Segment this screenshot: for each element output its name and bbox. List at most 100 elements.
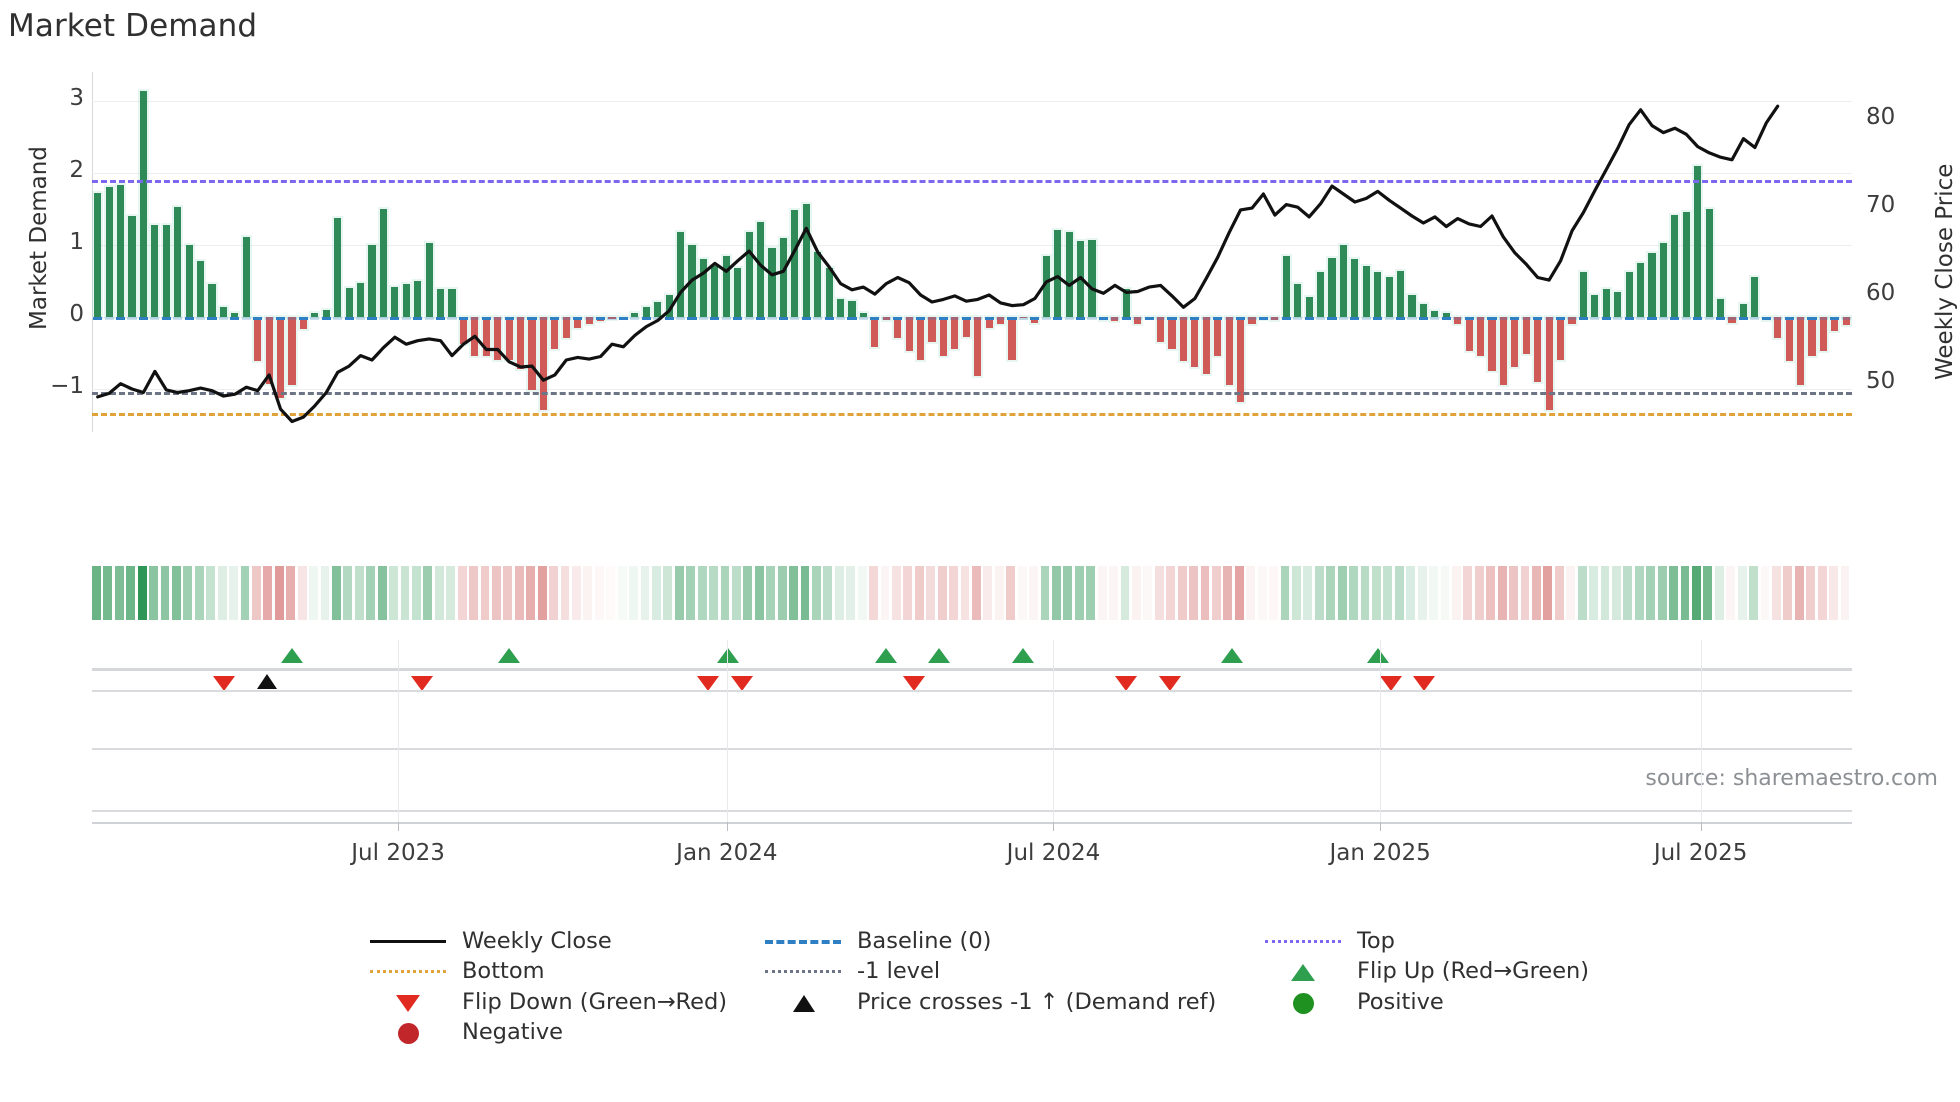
baseline-segment [676, 316, 686, 320]
legend-item[interactable]: Top [1265, 925, 1395, 956]
demand-bar [722, 255, 730, 317]
legend-swatch-triangle-up-black-icon [765, 992, 841, 1012]
heatmap-cell [994, 566, 1004, 620]
panel-rule [92, 810, 1852, 812]
heatmap-cell [526, 566, 536, 620]
baseline-segment [1087, 316, 1097, 320]
legend-item[interactable]: Bottom [370, 956, 545, 987]
demand-bar [768, 248, 776, 317]
flip-up-marker [875, 648, 898, 663]
baseline-segment [813, 316, 823, 320]
heatmap-cell [777, 566, 787, 620]
flip-down-marker [730, 676, 753, 691]
baseline-segment [401, 316, 411, 320]
heatmap-cell [172, 566, 181, 620]
heatmap-cell [674, 566, 684, 620]
demand-bar [1842, 316, 1850, 326]
demand-bar [1374, 272, 1382, 317]
heatmap-cell [309, 566, 319, 620]
demand-bar [1225, 316, 1233, 386]
baseline-segment [1738, 316, 1748, 320]
chart-legend: Weekly Close Baseline (0) Top Bottom -1 leve… [370, 925, 1670, 1047]
heatmap-cell [1326, 566, 1336, 620]
baseline-segment [916, 316, 926, 320]
flip-down-marker [212, 676, 235, 691]
bottom-reference-line [92, 412, 1852, 416]
legend-item[interactable]: -1 level [765, 956, 940, 987]
heatmap-cell [652, 566, 661, 620]
demand-bar [1111, 316, 1119, 322]
heatmap-cell [332, 566, 341, 620]
demand-bar [105, 187, 113, 317]
baseline-segment [756, 316, 766, 320]
gridline [92, 172, 1852, 174]
demand-bar [779, 237, 787, 317]
legend-item[interactable]: Baseline (0) [765, 925, 991, 956]
demand-bar [1739, 303, 1747, 317]
legend-item[interactable]: Weekly Close [370, 925, 612, 956]
heatmap-cell [1463, 566, 1473, 620]
heatmap-cell [1372, 566, 1381, 620]
heatmap-cell [1212, 566, 1221, 620]
demand-bar [517, 316, 525, 369]
legend-label: Flip Down (Green→Red) [462, 988, 728, 1015]
baseline-segment [1784, 316, 1794, 320]
heatmap-cell [1063, 566, 1073, 620]
flip-up-marker [1012, 648, 1035, 663]
demand-bar [1362, 266, 1370, 317]
demand-bar [574, 316, 582, 328]
x-tick-mark [1053, 822, 1055, 831]
x-gridline [1380, 640, 1382, 822]
demand-bar [1317, 272, 1325, 317]
heatmap-cell [503, 566, 513, 620]
heatmap-cell [1200, 566, 1210, 620]
heatmap-cell [800, 566, 810, 620]
panel-rule [92, 748, 1852, 750]
heatmap-cell [572, 566, 581, 620]
demand-bar [1728, 316, 1736, 323]
legend-item[interactable]: Positive [1265, 986, 1444, 1017]
demand-bar [197, 260, 205, 317]
demand-bar [1271, 316, 1279, 321]
heatmap-cell [1612, 566, 1621, 620]
legend-item[interactable]: Negative [370, 1017, 563, 1048]
demand-bar [505, 316, 513, 360]
baseline-segment [561, 316, 571, 320]
y-tick-right: 70 [1866, 192, 1896, 219]
heatmap-cell [377, 566, 387, 620]
demand-bar [1488, 316, 1496, 371]
heatmap-cell [1532, 566, 1541, 620]
heatmap-cell [194, 566, 204, 620]
heatmap-cell [629, 566, 639, 620]
panel-rule [92, 690, 1852, 692]
demand-bar [242, 236, 250, 317]
heatmap-cell [1669, 566, 1679, 620]
legend-row: Flip Down (Green→Red) Price crosses -1 ↑ … [370, 986, 1670, 1017]
heatmap-cell [1794, 566, 1804, 620]
demand-bar [1614, 291, 1622, 317]
heatmap-cell [834, 566, 844, 620]
flip-row-axis [92, 668, 1852, 671]
legend-item[interactable]: Flip Down (Green→Red) [370, 986, 727, 1017]
legend-swatch-dotted-line-icon [765, 961, 841, 981]
demand-bar [299, 316, 307, 330]
baseline-segment [1361, 316, 1371, 320]
demand-bar [699, 259, 707, 317]
heatmap-cell [583, 566, 593, 620]
demand-bar [1431, 311, 1439, 317]
heatmap-cell [1703, 566, 1713, 620]
demand-bar [939, 316, 947, 357]
heatmap-cell [846, 566, 856, 620]
heatmap-cell [869, 566, 879, 620]
heatmap-cell [240, 566, 250, 620]
demand-bar [231, 313, 239, 317]
baseline-segment [1556, 316, 1566, 320]
baseline-segment [276, 316, 286, 320]
legend-item[interactable]: Flip Up (Red→Green) [1265, 956, 1589, 987]
x-tick-mark [398, 822, 400, 831]
heatmap-cell [537, 566, 547, 620]
baseline-segment [1818, 316, 1828, 320]
demand-bar [1408, 295, 1416, 317]
demand-bar [391, 286, 399, 317]
legend-item[interactable]: Price crosses -1 ↑ (Demand ref) [765, 986, 1216, 1017]
